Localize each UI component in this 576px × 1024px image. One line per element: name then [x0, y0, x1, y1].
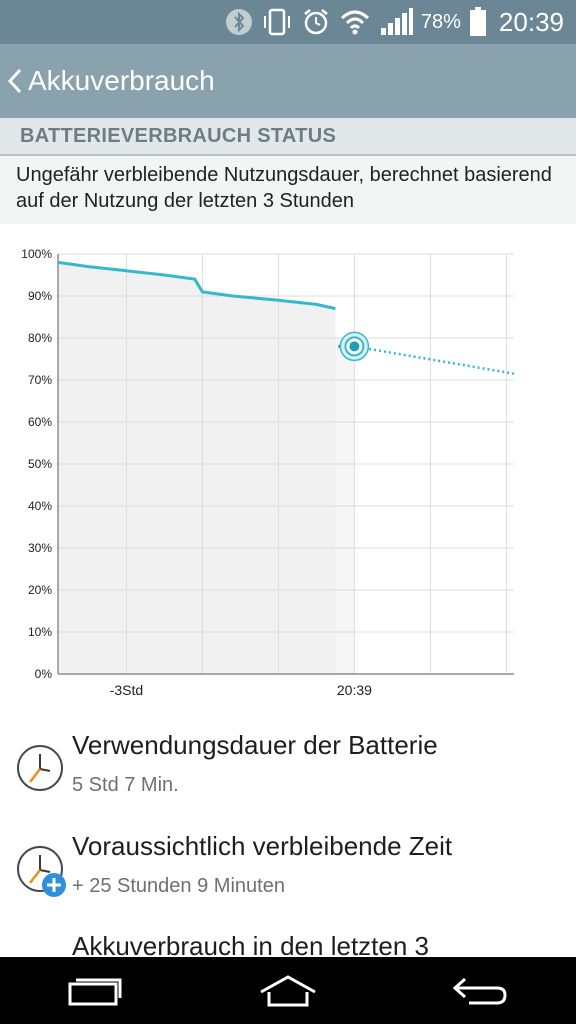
battery-chart: 100% 90% 80% 70% 60% 50% 40% 30% 20% 10% 0% -3Std 20…	[21, 247, 515, 698]
clock-icon	[16, 744, 66, 794]
y-tick-label: 80%	[28, 331, 52, 345]
alarm-icon	[301, 7, 331, 37]
status-bar: 78% 20:39	[0, 0, 576, 44]
section-header: BATTERIEVERBRAUCH STATUS	[0, 118, 576, 156]
forecast-line	[354, 345, 515, 375]
history-area	[58, 262, 336, 674]
action-bar: Akkuverbrauch	[0, 44, 576, 118]
vibrate-icon	[261, 7, 293, 37]
recent-apps-icon[interactable]	[56, 961, 136, 1021]
status-icons: 78% 20:39	[225, 0, 564, 44]
current-marker	[349, 341, 360, 352]
navigation-bar	[0, 957, 576, 1024]
x-tick-label: 20:39	[337, 682, 372, 698]
remaining-time-title: Voraussichtlich verbleibende Zeit	[72, 831, 453, 861]
wifi-icon	[339, 8, 371, 36]
y-tick-label: 40%	[28, 499, 52, 513]
history-line	[57, 260, 336, 311]
status-clock: 20:39	[498, 6, 564, 37]
usage-duration-item[interactable]: Verwendungsdauer der Batterie 5 Std 7 Mi…	[0, 730, 576, 830]
usage-duration-title: Verwendungsdauer der Batterie	[72, 730, 438, 760]
page-title[interactable]: Akkuverbrauch	[28, 65, 215, 96]
y-tick-label: 0%	[35, 667, 53, 681]
x-tick-label: -3Std	[110, 682, 143, 698]
chevron-left-icon[interactable]	[2, 44, 28, 118]
y-tick-label: 30%	[28, 541, 52, 555]
recent-usage-item[interactable]: Akkuverbrauch in den letzten 3	[0, 931, 576, 957]
back-icon[interactable]	[440, 961, 520, 1021]
usage-duration-value: 5 Std 7 Min.	[72, 774, 179, 796]
y-tick-label: 10%	[28, 625, 52, 639]
home-icon[interactable]	[248, 961, 328, 1021]
signal-icon	[379, 8, 413, 36]
recent-usage-title: Akkuverbrauch in den letzten 3	[72, 931, 429, 957]
y-tick-label: 50%	[28, 457, 52, 471]
remaining-time-value: + 25 Stunden 9 Minuten	[72, 875, 285, 897]
battery-icon	[469, 7, 487, 37]
y-tick-label: 70%	[28, 373, 52, 387]
y-tick-label: 90%	[28, 289, 52, 303]
clock-plus-icon	[16, 845, 66, 897]
y-tick-label: 60%	[28, 415, 52, 429]
bluetooth-icon	[225, 8, 253, 36]
battery-percent: 78%	[420, 10, 461, 33]
remaining-time-item[interactable]: Voraussichtlich verbleibende Zeit + 25 S…	[0, 831, 576, 931]
y-tick-label: 20%	[28, 583, 52, 597]
usage-description: Ungefähr verbleibende Nutzungsdauer, ber…	[0, 156, 576, 224]
y-tick-label: 100%	[21, 247, 52, 261]
